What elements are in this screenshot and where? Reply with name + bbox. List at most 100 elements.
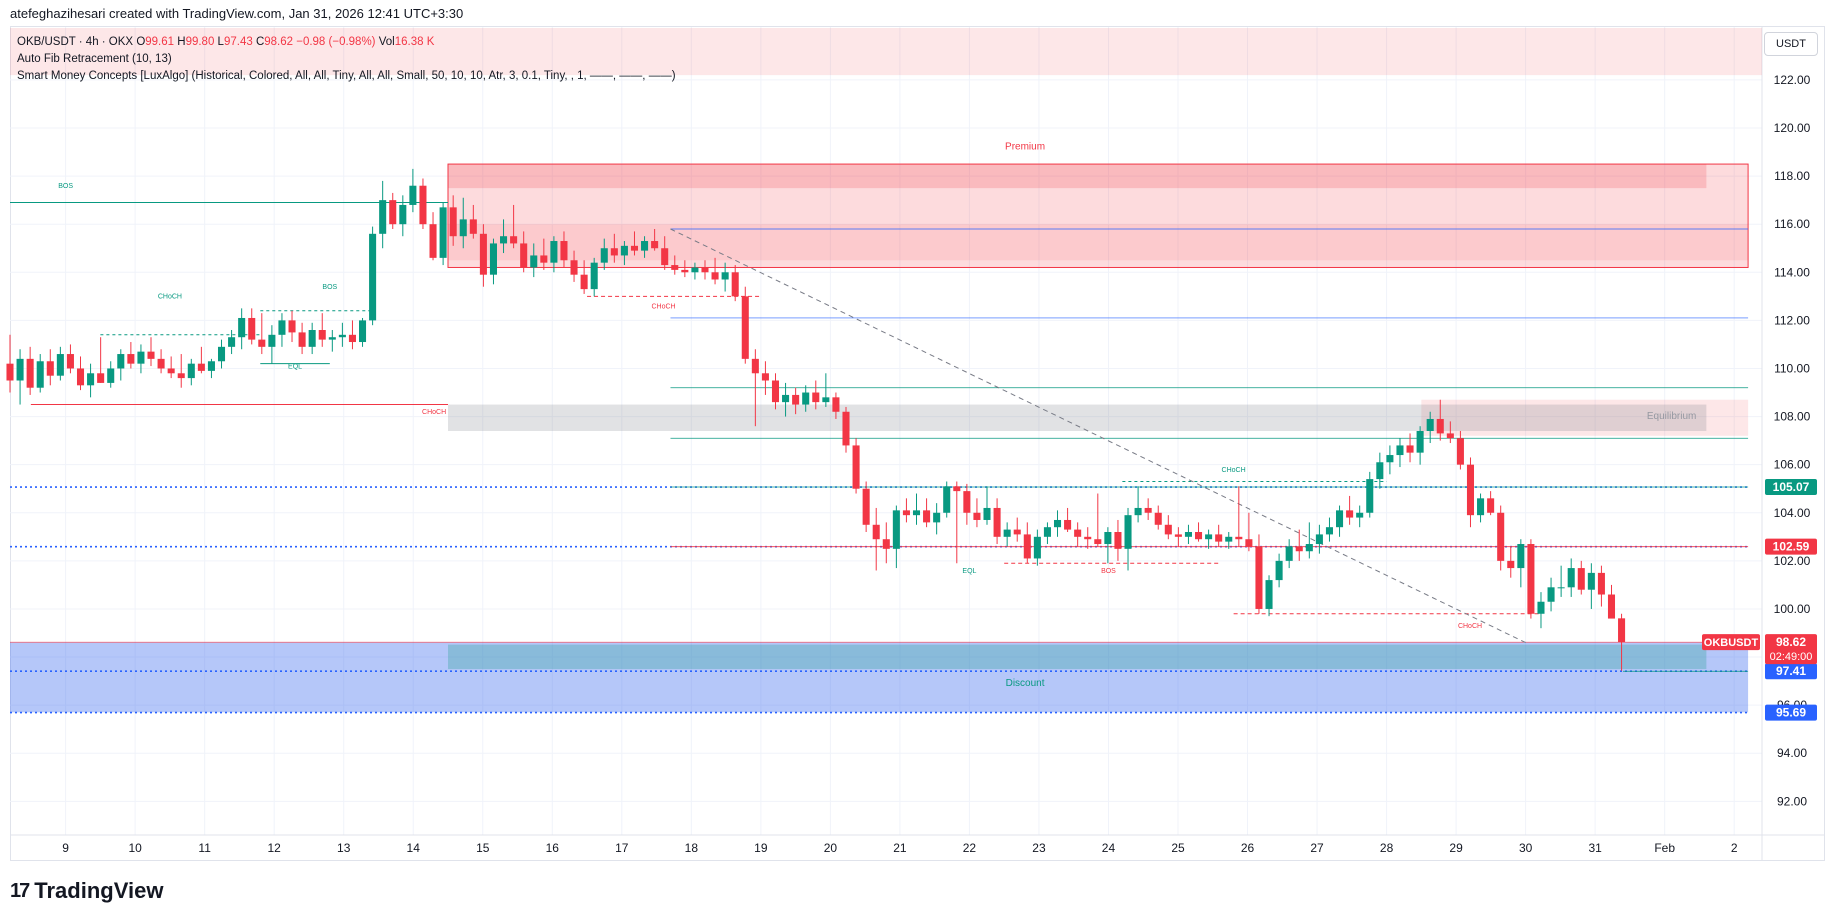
open-value: 99.61 [145, 36, 175, 48]
candle-body [600, 248, 608, 263]
change-value: −0.98 (−0.98%) [296, 36, 376, 48]
candle-body [1144, 507, 1152, 513]
candle-body [802, 392, 810, 405]
candle-body [1094, 539, 1102, 545]
close-value: 98.62 [264, 36, 294, 48]
time-tick-label: 21 [893, 841, 907, 855]
candle-body [1315, 534, 1323, 545]
annotation-label: Premium [1005, 142, 1045, 153]
candle-body [1023, 534, 1031, 559]
candle-body [1084, 536, 1092, 540]
time-tick-label: 2 [1731, 841, 1738, 855]
structure-lines-layer [10, 202, 1749, 714]
candle-body [1577, 568, 1585, 590]
candle-body [560, 241, 568, 261]
candle-body [1597, 572, 1605, 595]
candle-countdown-label: 02:49:00 [1770, 651, 1813, 663]
ohlc-row: OKB/USDT · 4h · OKX O99.61 H99.80 L97.43… [17, 34, 676, 51]
candle-body [1275, 560, 1283, 581]
chart-frame [10, 26, 1825, 861]
price-tick-label: 110.00 [1774, 361, 1810, 375]
annotation-label: EQL [962, 568, 976, 575]
candle-body [721, 272, 729, 280]
candle-body [1154, 512, 1162, 525]
tradingview-mark-icon: 17 [10, 879, 30, 902]
annotation-label: BOS [1101, 568, 1116, 575]
candle-body [842, 411, 850, 446]
candle-body [681, 269, 689, 273]
candle-body [217, 346, 226, 362]
indicator-smc[interactable]: Smart Money Concepts [LuxAlgo] (Historic… [17, 70, 676, 82]
chart-legend: OKB/USDT · 4h · OKX O99.61 H99.80 L97.43… [17, 34, 676, 85]
candle-body [661, 248, 669, 266]
candle-body [923, 510, 931, 523]
price-axis-label-bg [1765, 538, 1817, 555]
candle-body [1386, 455, 1394, 463]
candle-body [479, 233, 487, 275]
candle-body [1124, 515, 1132, 549]
candle-body [862, 488, 870, 525]
candle-body [238, 317, 246, 338]
price-tick-label: 120.00 [1774, 121, 1811, 135]
equilibrium-block [448, 404, 1707, 431]
candle-body [449, 207, 457, 237]
candle-body [530, 255, 538, 268]
candle-body [630, 245, 639, 251]
volume-label: Vol [378, 36, 395, 48]
low-value: 97.43 [223, 36, 253, 48]
candle-body [308, 330, 316, 347]
candle-body [550, 241, 558, 263]
price-axis: 92.0094.0096.0098.00100.00102.00104.0010… [1774, 73, 1811, 808]
candle-body [76, 368, 85, 386]
candle-body [1426, 418, 1434, 431]
time-tick-label: 13 [337, 841, 351, 855]
candle-body [1104, 532, 1112, 545]
candle-body [993, 507, 1001, 537]
candle-body [983, 507, 991, 520]
candle-body [26, 358, 34, 388]
annotation-label: CHoCH [1222, 467, 1246, 474]
price-tick-label: 94.00 [1777, 746, 1807, 760]
price-axis-label: 95.69 [1776, 706, 1806, 720]
candle-body [439, 207, 447, 258]
candle-body [953, 486, 961, 492]
candle-body [943, 486, 951, 513]
candle-body [409, 185, 417, 205]
price-labels-layer: 105.07 102.59 97.41 95.69 OKBUSDT 98.62 02:49:… [1702, 479, 1817, 721]
price-tick-label: 106.00 [1774, 458, 1811, 472]
tradingview-wordmark: TradingView [34, 878, 164, 903]
candle-body [973, 512, 981, 520]
price-tick-label: 104.00 [1774, 506, 1811, 520]
close-label: C [255, 36, 265, 48]
time-tick-label: 18 [685, 841, 699, 855]
candle-body [963, 491, 971, 513]
candle-body [288, 320, 296, 333]
time-axis: 9 10 11 12 13 14 15 16 17 18 19 20 21 22 23 24 25 26 27 28 2… [62, 841, 1738, 855]
annotation-label: CHoCH [651, 303, 675, 310]
indicator-fib[interactable]: Auto Fib Retracement (10, 13) [17, 53, 172, 65]
candle-body [1466, 464, 1475, 516]
candle-body [147, 351, 155, 359]
price-tick-label: 118.00 [1774, 169, 1810, 183]
price-tick-label: 108.00 [1774, 410, 1811, 424]
candle-body [369, 233, 377, 321]
candle-body [248, 317, 256, 340]
candle-body [1517, 544, 1525, 569]
time-tick-label: 11 [198, 841, 211, 855]
time-tick-label: 17 [615, 841, 629, 855]
equilibrium-band [1421, 399, 1749, 436]
time-tick-label: 15 [476, 841, 490, 855]
time-tick-label: 12 [268, 841, 282, 855]
candle-body [1547, 587, 1555, 602]
candle-body [1225, 536, 1233, 542]
time-tick-label: 30 [1519, 841, 1533, 855]
symbol-title[interactable]: OKB/USDT · 4h · OKX [17, 36, 134, 48]
price-tick-label: 92.00 [1777, 794, 1807, 808]
currency-selector[interactable]: USDT [1764, 32, 1818, 56]
candle-body [1265, 580, 1273, 609]
candle-body [751, 358, 759, 374]
price-axis-label: 97.41 [1776, 664, 1806, 678]
candle-body [6, 363, 14, 381]
candle-body [1255, 546, 1263, 609]
